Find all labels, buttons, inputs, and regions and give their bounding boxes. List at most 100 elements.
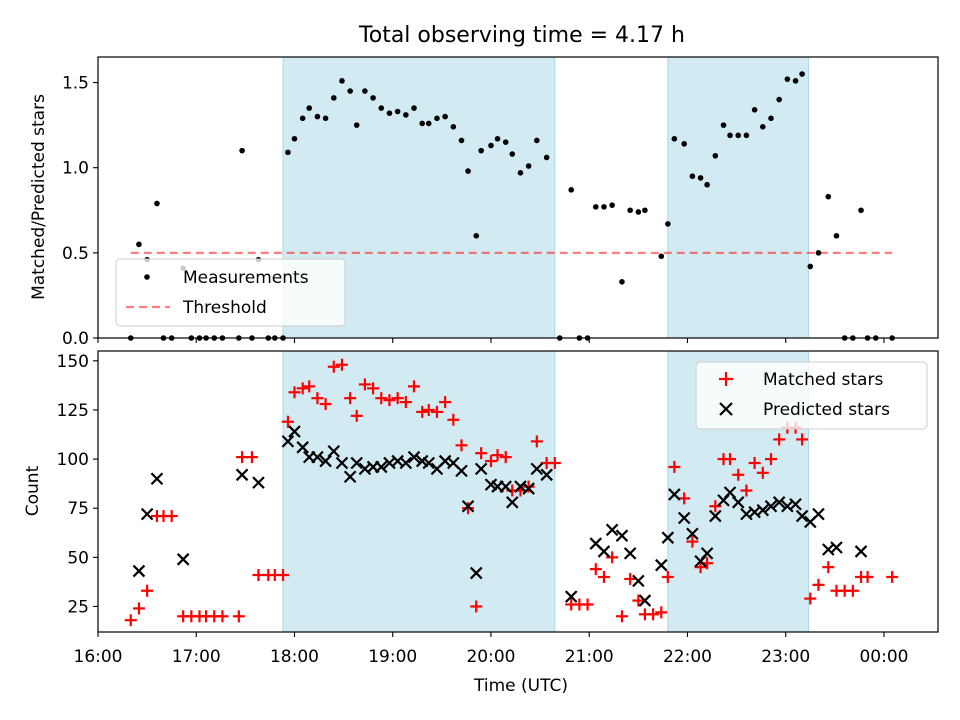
predicted-stars-point [795, 509, 809, 523]
y-tick-label: 0.0 [62, 329, 89, 349]
matched-stars-point [597, 570, 610, 583]
predicted-stars-point [422, 456, 436, 470]
measurement-point [339, 78, 345, 84]
measurement-point [419, 120, 426, 127]
matched-stars-point [470, 600, 483, 613]
matched-stars-point [764, 453, 777, 466]
measurement-point [306, 105, 313, 111]
matched-stars-point [455, 439, 468, 452]
matched-stars-point [245, 451, 258, 464]
measurement-point [776, 96, 782, 103]
predicted-stars-point [319, 454, 332, 468]
shaded-band-2 [667, 56, 810, 339]
predicted-stars-point [469, 566, 483, 580]
matched-stars-point [756, 466, 769, 479]
matched-stars-point [335, 358, 348, 371]
predicted-stars-point [252, 476, 265, 489]
matched-stars-point [447, 413, 460, 426]
y-tick-label: 1.5 [62, 74, 89, 94]
matched-stars-point [375, 392, 388, 405]
matched-stars-point [624, 572, 637, 585]
measurement-point [347, 88, 353, 94]
matched-legend-marker [719, 372, 733, 386]
measurement-point [833, 233, 840, 239]
predicted-stars-point [311, 450, 324, 464]
predicted-stars-point [505, 496, 519, 509]
matched-stars-point [383, 394, 396, 407]
measurement-point [525, 163, 532, 169]
matched-stars-point [416, 405, 429, 418]
predicted-stars-point [374, 460, 388, 474]
predicted-stars-point [327, 444, 341, 458]
y-tick-label: 125 [57, 401, 89, 421]
bottom-panel: 25 50 75 100 125 150 16:00 17:00 18:00 19:00 20:0… [23, 350, 939, 696]
predicted-stars-point [772, 496, 786, 509]
measurement-point [568, 187, 575, 193]
measurement-point [642, 207, 648, 214]
x-tick-label: 18:00 [270, 647, 319, 667]
matched-stars-point [796, 433, 809, 446]
predicted-stars-point [564, 590, 578, 603]
matched-stars-point [748, 457, 761, 470]
y-tick-label: 0.5 [62, 244, 89, 264]
predicted-stars-point [615, 529, 629, 542]
matched-stars-point [686, 535, 699, 548]
matched-stars-point [344, 392, 357, 405]
x-tick-label: 23:00 [761, 647, 810, 667]
matched-stars-point [530, 435, 543, 448]
predicted-stars-point [731, 496, 745, 509]
measurement-point [592, 204, 599, 210]
measurement-point [727, 132, 733, 139]
measurement-point [458, 137, 465, 144]
x-axis-label: Time (UTC) [473, 676, 568, 696]
predicted-stars-point [176, 553, 190, 566]
measurement-point [697, 175, 704, 181]
measurement-point [784, 76, 791, 82]
y-tick-label: 50 [67, 548, 89, 568]
predicted-stars-point [281, 435, 295, 448]
top-y-axis-ticks: 0.0 0.5 1.0 1.5 [62, 74, 98, 349]
predicted-stars-point [474, 462, 488, 476]
predicted-stars-point [700, 547, 714, 560]
measurement-point [362, 88, 368, 94]
threshold-legend-label: Threshold [182, 298, 267, 318]
matched-stars-point [288, 386, 301, 399]
y-tick-label: 150 [57, 352, 89, 372]
measurement-point [601, 204, 607, 210]
measurement-point [136, 241, 142, 248]
measurement-point [411, 105, 417, 111]
measurement-point [517, 170, 524, 176]
measurement-point [502, 139, 509, 145]
measurement-point [509, 151, 516, 157]
predicted-stars-point [522, 482, 535, 495]
predicted-stars-point [623, 547, 637, 560]
measurements-legend-label: Measurements [183, 268, 309, 288]
x-tick-label: 17:00 [172, 647, 221, 667]
measurement-point [799, 71, 805, 77]
matched-stars-point [124, 614, 137, 627]
measurement-point [689, 173, 696, 180]
matched-stars-point [422, 403, 435, 416]
matched-stars-point [350, 409, 363, 422]
predicted-stars-point [764, 499, 778, 513]
measurement-point [434, 115, 440, 122]
matched-stars-point [724, 453, 737, 466]
measurement-point [825, 193, 832, 200]
y-tick-label: 25 [67, 597, 89, 617]
matched-stars-point [773, 433, 786, 446]
predicted-stars-point [661, 531, 675, 544]
matched-stars-point [367, 382, 380, 395]
predicted-stars-point [132, 564, 146, 578]
measurement-point [858, 207, 864, 214]
predicted-stars-point [461, 499, 475, 513]
matched-stars-point [132, 602, 145, 615]
measurement-point [704, 181, 710, 188]
matched-stars-point [475, 447, 488, 460]
predicted-stars-point [654, 558, 668, 572]
top-plot-frame [97, 56, 939, 339]
matched-stars-point [281, 415, 294, 428]
measurement-point [378, 105, 385, 111]
predicted-stars-point [812, 507, 825, 521]
top-shaded-bands [282, 56, 810, 339]
x-tick-label: 21:00 [565, 647, 614, 667]
